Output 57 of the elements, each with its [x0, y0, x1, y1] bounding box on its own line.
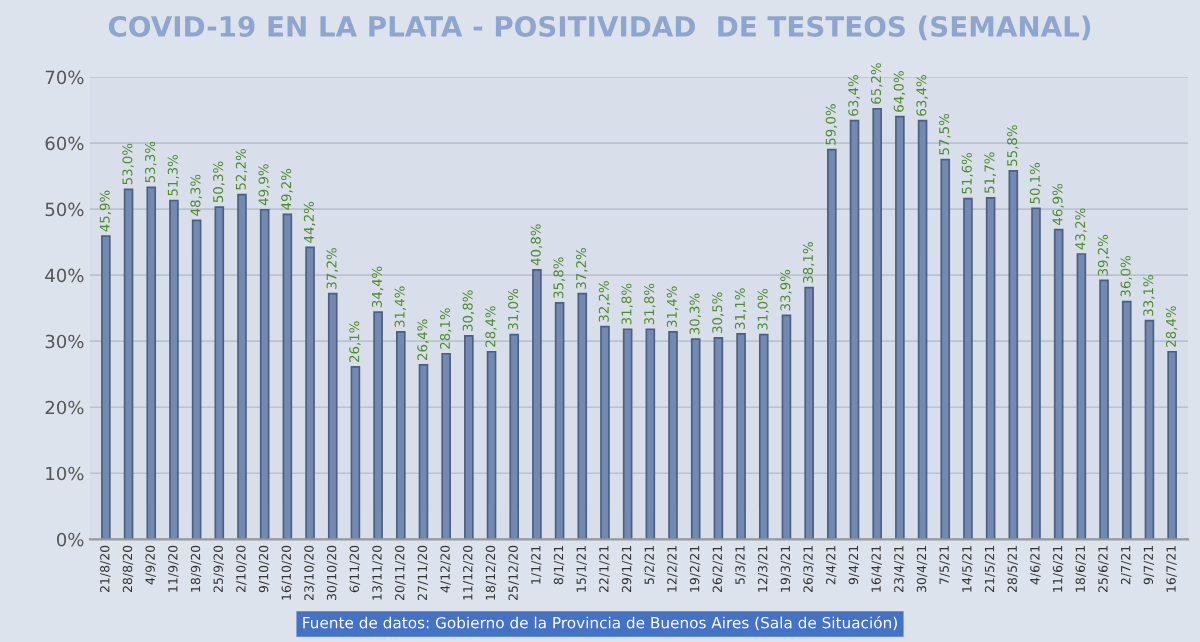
bar — [169, 199, 179, 540]
bar — [441, 352, 451, 540]
bar — [418, 364, 429, 540]
bar — [622, 328, 633, 540]
bar — [690, 338, 701, 540]
bar — [237, 193, 247, 540]
y-tick-label: 50% — [45, 202, 84, 217]
bar — [1167, 350, 1177, 540]
bar — [963, 197, 973, 540]
bar — [713, 337, 724, 540]
bar — [985, 197, 996, 540]
bar — [781, 314, 792, 540]
bar — [600, 325, 610, 540]
bar — [464, 335, 474, 540]
bar — [872, 107, 883, 540]
bar — [101, 235, 111, 540]
bar — [645, 328, 656, 540]
bar — [849, 119, 860, 540]
bar — [940, 158, 951, 540]
y-tick-label: 60% — [45, 136, 84, 151]
bar — [146, 186, 157, 540]
bar — [1099, 279, 1109, 540]
bar — [827, 148, 837, 540]
bar — [214, 206, 225, 540]
bar — [736, 333, 746, 540]
y-tick-label: 30% — [45, 334, 84, 349]
bar — [1076, 253, 1087, 540]
bar — [373, 311, 383, 540]
bar — [577, 292, 588, 540]
bar — [1008, 169, 1019, 540]
bar — [305, 246, 315, 540]
bar — [668, 331, 678, 540]
bar — [395, 331, 406, 540]
bar — [486, 350, 497, 540]
y-tick-label: 0% — [56, 532, 84, 547]
bar — [895, 115, 905, 540]
bar — [1121, 300, 1132, 540]
bar — [1031, 207, 1041, 540]
bar — [509, 333, 520, 540]
chart-title: COVID-19 EN LA PLATA - POSITIVIDAD DE TESTEOS (SEMANAL) — [108, 15, 1091, 41]
bar — [917, 119, 928, 540]
bar — [1053, 228, 1064, 540]
bar — [554, 302, 565, 540]
y-tick-label: 70% — [45, 70, 84, 85]
bar — [191, 219, 202, 540]
bar — [327, 292, 338, 540]
bar — [123, 188, 134, 540]
bar — [532, 269, 542, 540]
bar — [350, 366, 361, 540]
y-tick-label: 10% — [46, 466, 84, 481]
bar — [758, 333, 769, 540]
y-tick-label: 20% — [45, 400, 84, 415]
y-tick-label: 40% — [45, 268, 84, 283]
bar — [1144, 319, 1155, 540]
bar — [259, 208, 270, 540]
bar — [282, 213, 293, 540]
bar — [804, 286, 814, 540]
